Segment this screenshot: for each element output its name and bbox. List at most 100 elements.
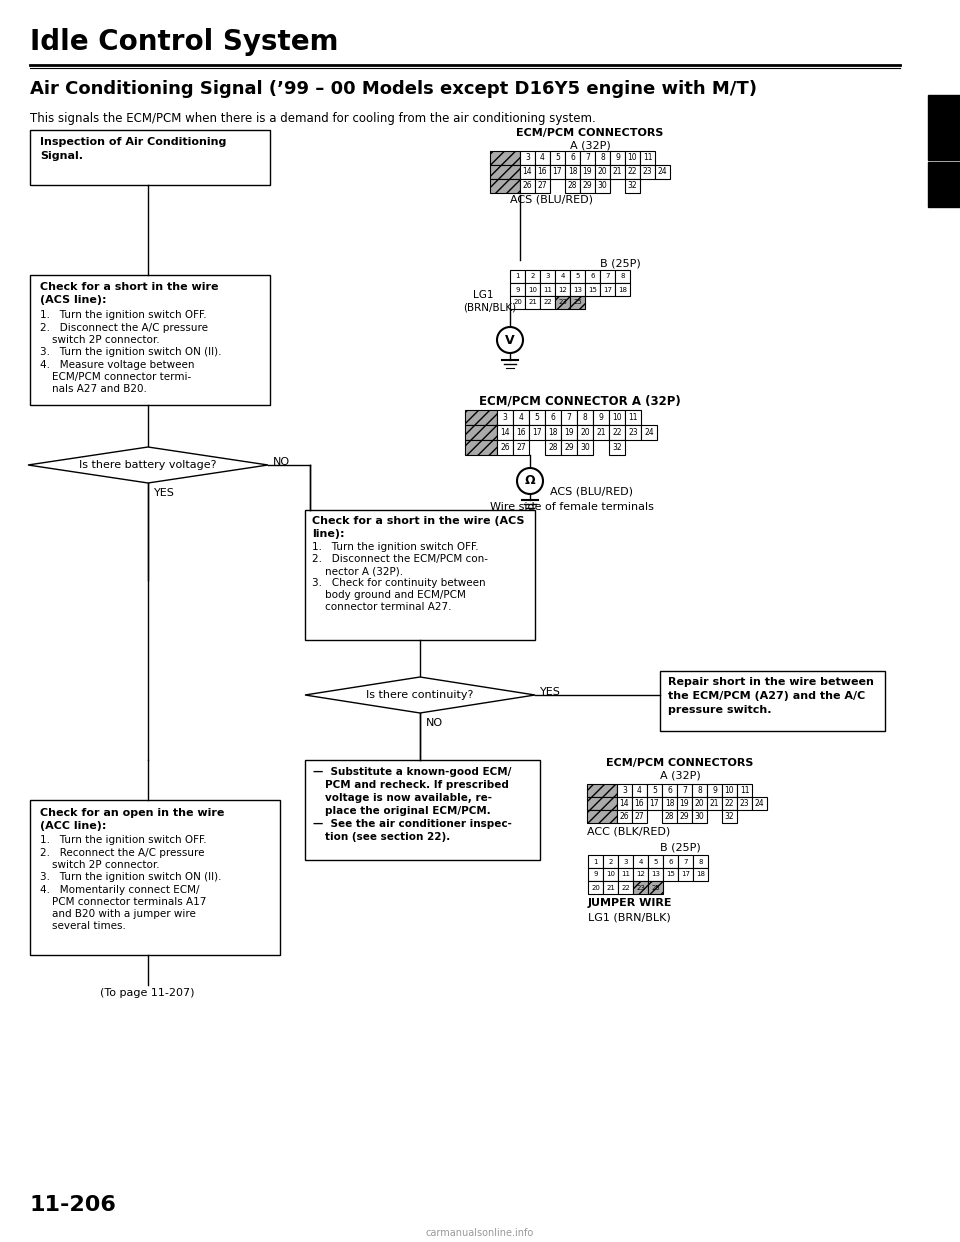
Text: 21: 21 [606, 884, 615, 891]
FancyBboxPatch shape [525, 296, 540, 309]
Text: Wire side of female terminals: Wire side of female terminals [490, 502, 654, 512]
Text: switch 2P connector.: switch 2P connector. [52, 335, 159, 345]
FancyBboxPatch shape [618, 868, 633, 881]
Text: 26: 26 [522, 181, 532, 190]
FancyBboxPatch shape [577, 410, 593, 425]
FancyBboxPatch shape [648, 854, 663, 868]
Text: 20: 20 [591, 884, 600, 891]
FancyBboxPatch shape [677, 784, 692, 797]
FancyBboxPatch shape [647, 797, 662, 810]
Text: 5: 5 [555, 154, 560, 163]
Text: 22: 22 [725, 799, 734, 809]
FancyBboxPatch shape [663, 868, 678, 881]
FancyBboxPatch shape [603, 868, 618, 881]
Text: nector A (32P).: nector A (32P). [325, 566, 403, 576]
Text: 6: 6 [590, 273, 595, 279]
FancyBboxPatch shape [490, 179, 520, 193]
FancyBboxPatch shape [510, 270, 525, 283]
FancyBboxPatch shape [577, 440, 593, 455]
FancyBboxPatch shape [587, 810, 617, 823]
FancyBboxPatch shape [535, 179, 550, 193]
Text: 26: 26 [620, 812, 630, 821]
FancyBboxPatch shape [577, 425, 593, 440]
FancyBboxPatch shape [618, 854, 633, 868]
Text: —  See the air conditioner inspec-: — See the air conditioner inspec- [313, 818, 512, 828]
Text: 1.   Turn the ignition switch OFF.: 1. Turn the ignition switch OFF. [40, 310, 206, 320]
FancyBboxPatch shape [677, 810, 692, 823]
Text: 24: 24 [658, 168, 667, 176]
FancyBboxPatch shape [692, 810, 707, 823]
FancyBboxPatch shape [529, 410, 545, 425]
Text: 7: 7 [585, 154, 590, 163]
FancyBboxPatch shape [617, 797, 632, 810]
Text: 19: 19 [583, 168, 592, 176]
FancyBboxPatch shape [617, 784, 632, 797]
FancyBboxPatch shape [641, 425, 657, 440]
Text: (ACS line):: (ACS line): [40, 296, 107, 306]
FancyBboxPatch shape [545, 410, 561, 425]
Text: 30: 30 [580, 443, 589, 452]
FancyBboxPatch shape [525, 270, 540, 283]
FancyBboxPatch shape [585, 270, 600, 283]
Text: YES: YES [154, 488, 175, 498]
FancyBboxPatch shape [545, 440, 561, 455]
Text: 9: 9 [593, 872, 598, 878]
FancyBboxPatch shape [580, 165, 595, 179]
Text: 30: 30 [695, 812, 705, 821]
FancyBboxPatch shape [490, 165, 520, 179]
FancyBboxPatch shape [632, 797, 647, 810]
Text: 1: 1 [516, 273, 519, 279]
FancyBboxPatch shape [585, 283, 600, 296]
Text: 28: 28 [664, 812, 674, 821]
FancyBboxPatch shape [540, 296, 555, 309]
FancyBboxPatch shape [561, 440, 577, 455]
FancyBboxPatch shape [625, 165, 640, 179]
Text: and B20 with a jumper wire: and B20 with a jumper wire [52, 909, 196, 919]
Text: 14: 14 [620, 799, 630, 809]
Text: PCM connector terminals A17: PCM connector terminals A17 [52, 897, 206, 907]
Circle shape [517, 468, 543, 494]
FancyBboxPatch shape [609, 425, 625, 440]
Text: Check for a short in the wire: Check for a short in the wire [40, 282, 219, 292]
FancyBboxPatch shape [535, 152, 550, 165]
Text: 21: 21 [612, 168, 622, 176]
Text: 11: 11 [740, 786, 749, 795]
Text: 22: 22 [543, 299, 552, 306]
FancyBboxPatch shape [648, 881, 663, 894]
FancyBboxPatch shape [595, 165, 610, 179]
FancyBboxPatch shape [692, 797, 707, 810]
Text: Repair short in the wire between: Repair short in the wire between [668, 677, 874, 687]
Text: 32: 32 [725, 812, 734, 821]
Text: body ground and ECM/PCM: body ground and ECM/PCM [325, 590, 466, 600]
Text: 25: 25 [573, 299, 582, 306]
FancyBboxPatch shape [465, 410, 497, 425]
Text: 19: 19 [564, 428, 574, 437]
FancyBboxPatch shape [663, 854, 678, 868]
Text: A (32P): A (32P) [660, 771, 701, 781]
FancyBboxPatch shape [513, 410, 529, 425]
Text: —  Substitute a known-good ECM/: — Substitute a known-good ECM/ [313, 768, 512, 777]
Text: 8: 8 [698, 858, 703, 864]
Text: 3: 3 [622, 786, 627, 795]
Text: 6: 6 [668, 858, 673, 864]
Text: 18: 18 [618, 287, 627, 293]
FancyBboxPatch shape [520, 179, 535, 193]
Text: 3: 3 [545, 273, 550, 279]
Text: 23: 23 [628, 428, 637, 437]
Text: 1.   Turn the ignition switch OFF.: 1. Turn the ignition switch OFF. [312, 542, 479, 551]
Text: LG1 (BRN/BLK): LG1 (BRN/BLK) [588, 912, 671, 922]
FancyBboxPatch shape [615, 270, 630, 283]
FancyBboxPatch shape [625, 410, 641, 425]
Text: ACC (BLK/RED): ACC (BLK/RED) [587, 826, 670, 836]
Text: 23: 23 [642, 168, 652, 176]
Text: 4: 4 [561, 273, 564, 279]
FancyBboxPatch shape [588, 854, 603, 868]
Text: 27: 27 [538, 181, 547, 190]
Text: 16: 16 [635, 799, 644, 809]
Text: Is there battery voltage?: Is there battery voltage? [80, 460, 217, 469]
FancyBboxPatch shape [555, 270, 570, 283]
Text: (BRN/BLK): (BRN/BLK) [463, 302, 516, 312]
FancyBboxPatch shape [513, 440, 529, 455]
Text: 14: 14 [500, 428, 510, 437]
Text: B (25P): B (25P) [600, 258, 640, 268]
